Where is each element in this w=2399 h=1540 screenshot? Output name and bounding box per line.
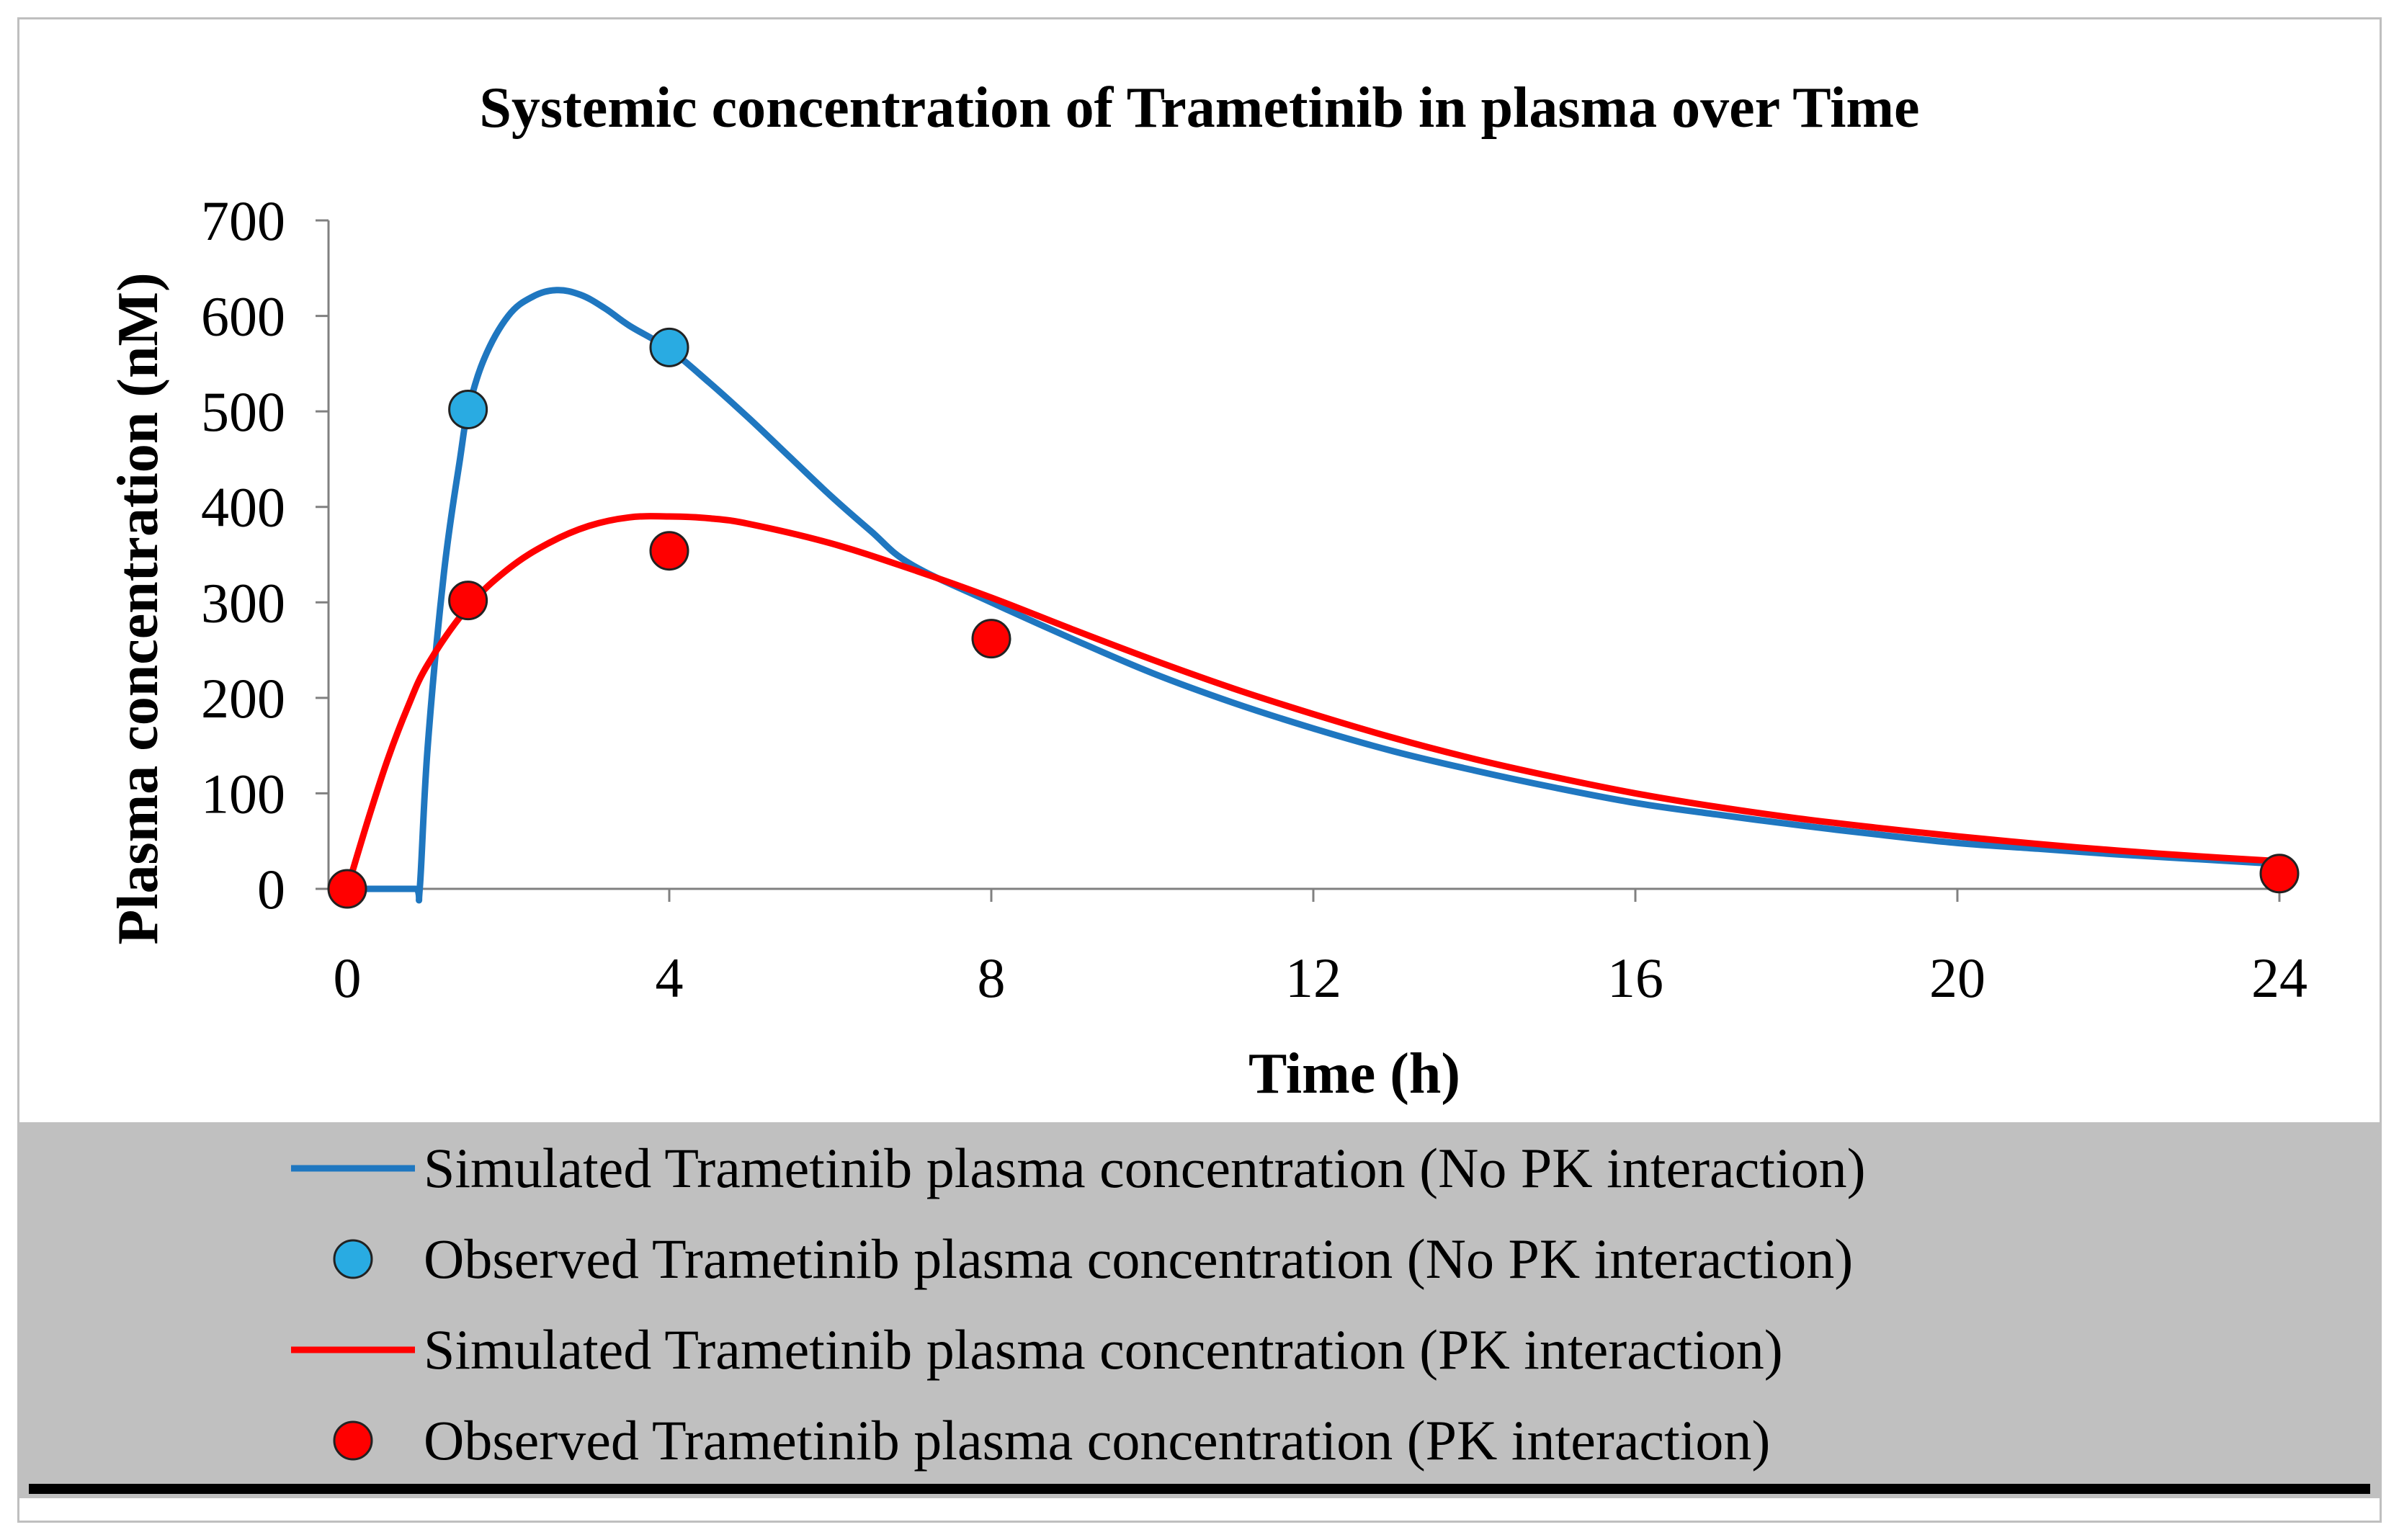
y-tick-label: 0 <box>257 858 285 921</box>
x-tick-label: 20 <box>1929 946 1985 1009</box>
y-tick-label: 300 <box>201 571 285 634</box>
legend-label: Simulated Trametinib plasma concentratio… <box>424 1318 1783 1381</box>
observed-point-pk <box>448 581 488 621</box>
legend-label: Simulated Trametinib plasma concentratio… <box>424 1137 1866 1199</box>
x-tick-label: 24 <box>2251 946 2308 1009</box>
chart-title: Systemic concentration of Trametinib in … <box>479 76 1919 140</box>
observed-point-pk <box>649 531 689 571</box>
y-axis-title: Plasma concentration (nM) <box>107 272 170 944</box>
plot-area <box>327 287 2300 909</box>
legend-label: Observed Trametinib plasma concentration… <box>424 1409 1770 1472</box>
bottom-rule <box>29 1484 2370 1494</box>
x-tick-label: 0 <box>334 946 362 1009</box>
x-tick-label: 8 <box>978 946 1006 1009</box>
legend-label: Observed Trametinib plasma concentration… <box>424 1227 1853 1290</box>
legend-swatch-marker <box>333 1420 373 1461</box>
x-tick-label: 12 <box>1285 946 1341 1009</box>
observed-point-pk <box>327 869 367 909</box>
y-tick-label: 700 <box>201 189 285 252</box>
x-tick-label: 16 <box>1607 946 1663 1009</box>
series-line-pk <box>344 513 2283 892</box>
y-tick-label: 200 <box>201 667 285 730</box>
x-tick-label: 4 <box>656 946 684 1009</box>
y-tick-label: 600 <box>201 285 285 348</box>
y-tick-label: 100 <box>201 762 285 825</box>
legend: Simulated Trametinib plasma concentratio… <box>291 1137 1866 1472</box>
axes: 0 100 200 300 400 500 600 700 0 4 8 12 16 20 24 <box>201 189 2308 1009</box>
legend-swatch-marker <box>333 1239 373 1279</box>
observed-point-pk <box>971 619 1011 659</box>
observed-point-pk <box>2259 854 2300 894</box>
x-axis-title: Time (h) <box>1248 1042 1460 1106</box>
legend-box <box>19 1122 2380 1498</box>
observed-point-no-pk <box>649 327 689 367</box>
y-tick-label: 500 <box>201 380 285 443</box>
y-tick-label: 400 <box>201 476 285 539</box>
series-line-no-pk <box>344 287 2283 904</box>
observed-point-no-pk <box>448 389 488 429</box>
